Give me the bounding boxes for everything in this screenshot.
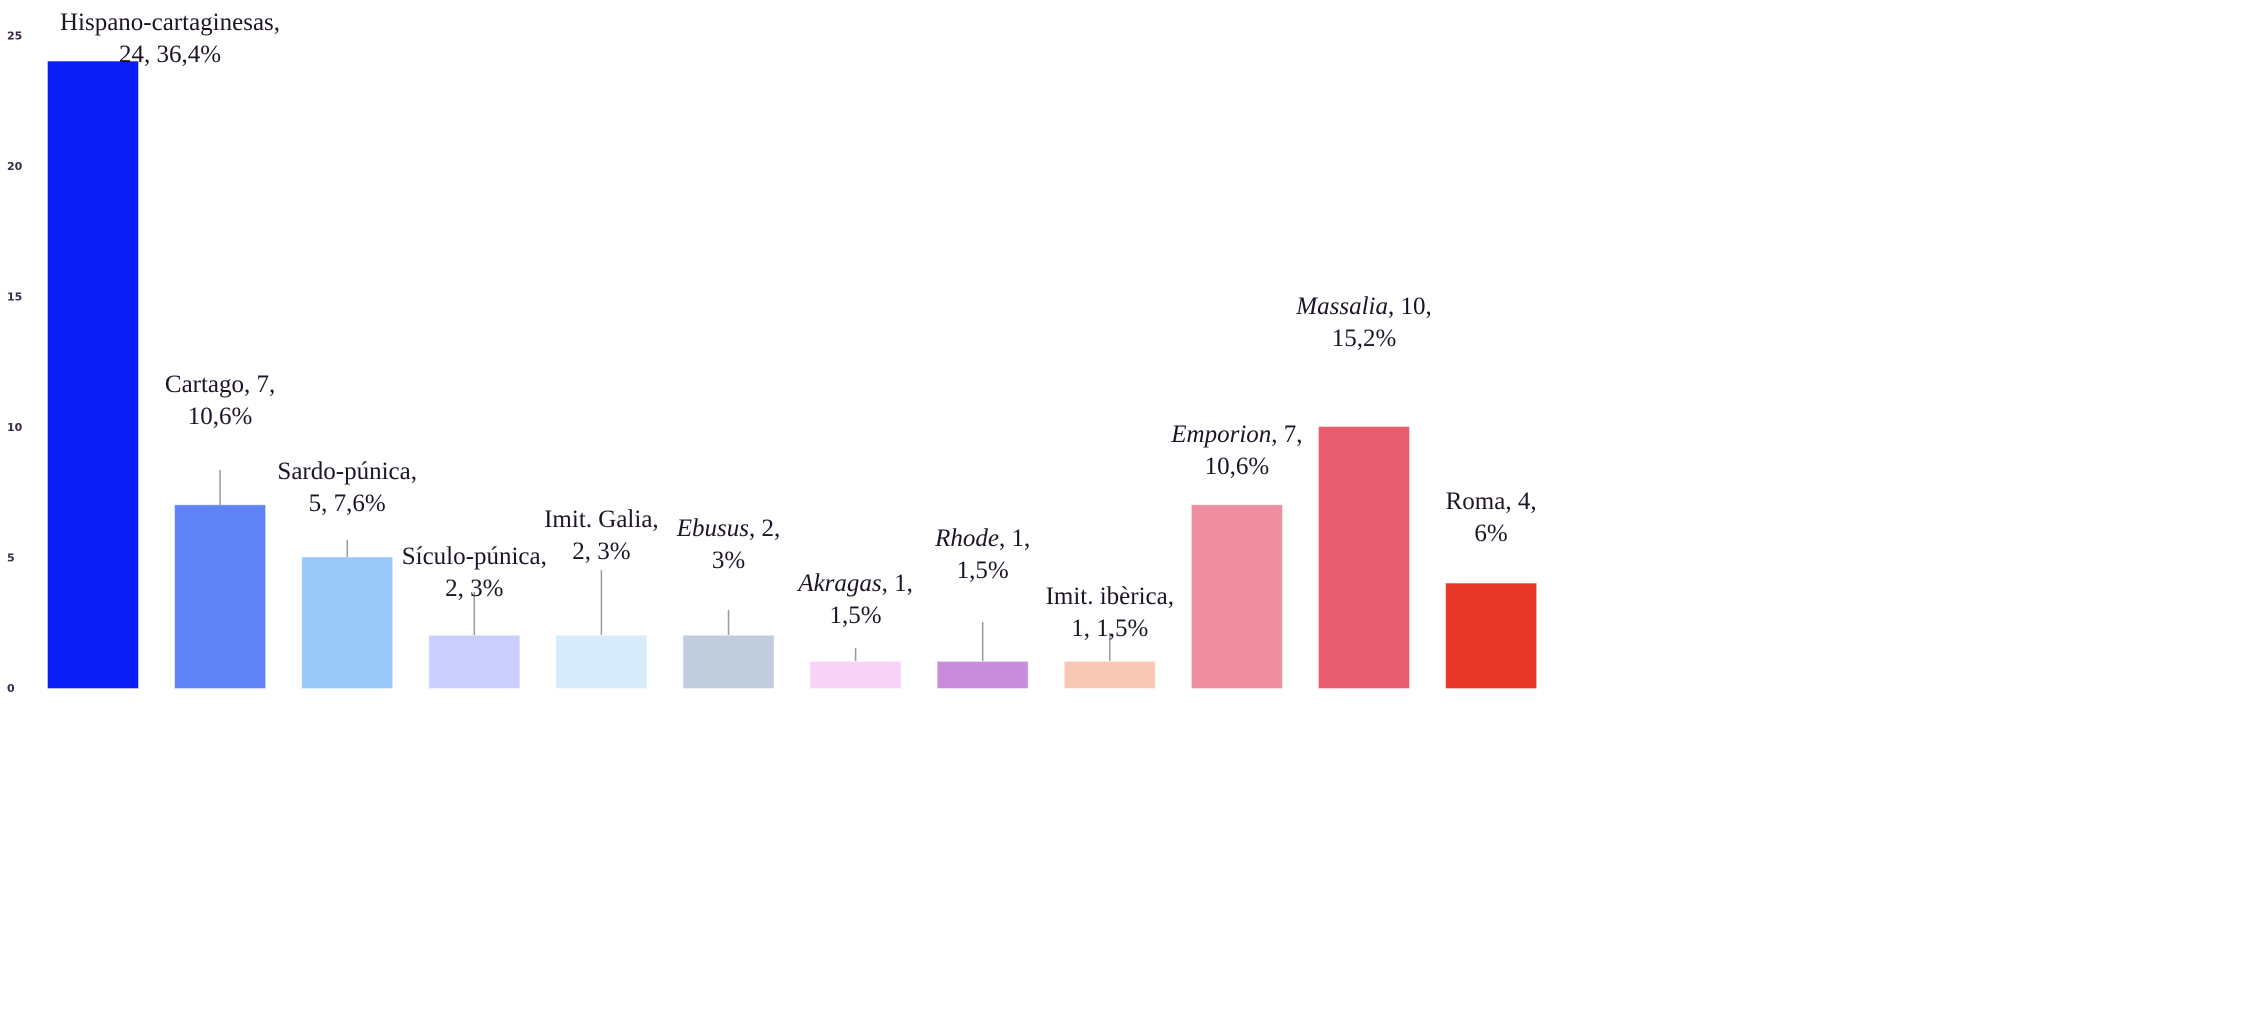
data-label-line1: Sículo-púnica, <box>402 543 547 570</box>
bar-imit-ib-rica <box>1064 661 1156 689</box>
y-tick-label: 15 <box>7 291 22 304</box>
data-label-line1: Ebusus, 2, <box>676 515 780 542</box>
data-label-value: , <box>541 543 547 570</box>
data-label-line2: 5, 7,6% <box>309 490 386 517</box>
data-label-line2: 10,6% <box>1205 453 1270 480</box>
data-label-value: , 7, <box>1271 421 1302 448</box>
bar-rhode <box>937 661 1029 689</box>
data-label-line1: Imit. Galia, <box>544 506 659 533</box>
y-tick-label: 20 <box>7 160 23 173</box>
y-tick-label: 0 <box>7 682 15 695</box>
data-label-line1: Rhode, 1, <box>934 525 1030 552</box>
bar-cartago <box>174 504 266 689</box>
data-label-value: , <box>652 506 658 533</box>
data-label-value: , <box>1168 583 1174 610</box>
data-label-name: Akragas <box>796 570 881 597</box>
bar-ebusus <box>683 635 774 689</box>
data-label-line1: Sardo-púnica, <box>277 458 417 485</box>
bar-roma <box>1445 583 1537 689</box>
data-label-line1: Emporion, 7, <box>1170 421 1302 448</box>
data-label-value: , 2, <box>749 515 780 542</box>
data-label-name: Sardo-púnica <box>277 458 410 485</box>
data-label-name: Massalia <box>1295 293 1388 320</box>
bar-s-culo-p-nica <box>428 635 520 689</box>
data-label-name: Sículo-púnica <box>402 543 541 570</box>
data-label-line1: Hispano-cartaginesas, <box>60 9 280 36</box>
data-label-name: Ebusus <box>676 515 749 542</box>
data-label-value: , 1, <box>999 525 1030 552</box>
data-label-line1: Akragas, 1, <box>796 570 913 597</box>
data-label-value: , 1, <box>882 570 913 597</box>
bar-akragas <box>810 661 902 689</box>
data-label-line1: Cartago, 7, <box>165 371 275 398</box>
data-label-line2: 2, 3% <box>572 538 630 565</box>
data-label-name: Rhode <box>934 525 999 552</box>
data-label-value: , <box>274 9 280 36</box>
data-label-line2: 1,5% <box>830 602 882 629</box>
y-tick-label: 5 <box>7 552 15 565</box>
data-label-value: , 10, <box>1388 293 1432 320</box>
data-label-value: , 7, <box>244 371 275 398</box>
y-tick-label: 10 <box>7 421 23 434</box>
bar-sardo-p-nica <box>301 557 393 689</box>
y-tick-label: 25 <box>7 30 22 43</box>
data-label-line2: 1,5% <box>957 557 1009 584</box>
data-label-line2: 2, 3% <box>445 575 503 602</box>
data-label-name: Imit. ibèrica <box>1046 583 1168 610</box>
data-label-line2: 3% <box>712 547 745 574</box>
data-label-line2: 10,6% <box>188 403 253 430</box>
data-label-line1: Roma, 4, <box>1446 488 1537 515</box>
data-label-line2: 6% <box>1474 520 1507 547</box>
data-label-name: Roma <box>1446 488 1506 515</box>
data-label-line2: 15,2% <box>1332 325 1397 352</box>
data-label-line2: 24, 36,4% <box>119 41 221 68</box>
data-label-line1: Massalia, 10, <box>1295 293 1431 320</box>
data-label-line1: Imit. ibèrica, <box>1046 583 1174 610</box>
data-label-name: Hispano-cartaginesas <box>60 9 274 36</box>
bar-imit-galia <box>555 635 647 689</box>
bar-emporion <box>1191 504 1283 689</box>
data-label-value: , <box>411 458 417 485</box>
bar-massalia <box>1318 426 1410 689</box>
data-label-value: , 4, <box>1505 488 1536 515</box>
bar-hispano-cartaginesas <box>47 61 139 689</box>
data-label-name: Emporion <box>1170 421 1271 448</box>
data-label-line2: 1, 1,5% <box>1071 615 1148 642</box>
data-label-name: Imit. Galia <box>544 506 652 533</box>
data-label-name: Cartago <box>165 371 244 398</box>
